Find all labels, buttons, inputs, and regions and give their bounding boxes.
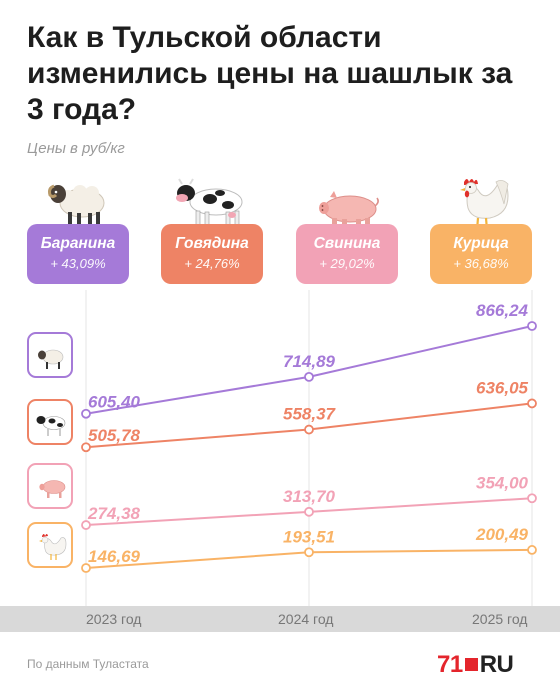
x-tick-label: 2024 год: [278, 611, 334, 627]
category-card-pork: Свинина + 29,02%: [296, 224, 398, 284]
logo-square-icon: [464, 658, 478, 671]
data-point: [81, 408, 91, 419]
data-point: [81, 520, 91, 530]
x-axis-band: [0, 606, 560, 632]
data-label: 146,69: [88, 547, 141, 566]
category-change: + 36,68%: [453, 256, 509, 271]
cow-icon: [176, 178, 243, 228]
data-point: [304, 372, 314, 382]
data-point: [81, 442, 91, 453]
data-point: [527, 545, 537, 555]
series-icon-badge: [27, 332, 73, 378]
page-title: Как в Тульской области изменились цены н…: [27, 21, 513, 126]
category-name: Свинина: [313, 235, 381, 252]
category-card-lamb: Баранина + 43,09%: [27, 224, 129, 284]
data-point: [527, 321, 537, 331]
pig-icon: [319, 191, 379, 228]
category-name: Баранина: [40, 235, 116, 252]
x-tick-label: 2025 год: [472, 611, 528, 627]
data-point: [81, 563, 91, 573]
category-name: Курица: [453, 235, 509, 252]
data-label: 605,40: [88, 393, 141, 412]
category-name: Говядина: [175, 235, 249, 252]
data-label: 866,24: [476, 301, 529, 320]
data-label: 354,00: [476, 473, 529, 492]
category-change: + 24,76%: [184, 256, 240, 271]
series-icon-badge: [27, 463, 73, 509]
price-line-chart: 605,40 714,89 866,24 505,78 558,37 636,05 274,…: [27, 290, 537, 606]
data-label: 274,38: [87, 504, 141, 523]
data-label: 193,51: [283, 527, 335, 546]
category-card-chicken: Курица + 36,68%: [430, 224, 532, 284]
data-point: [304, 424, 314, 435]
sheep-icon: [48, 184, 105, 226]
units-subtitle: Цены в руб/кг: [27, 140, 125, 157]
category-change: + 43,09%: [50, 256, 106, 271]
data-label: 505,78: [88, 426, 141, 445]
logo-number: 71: [437, 651, 463, 678]
series-icon-badge: [27, 522, 73, 568]
data-label: 200,49: [475, 525, 529, 544]
category-change: + 29,02%: [319, 256, 375, 271]
site-logo: 71 RU: [437, 651, 514, 679]
data-label: 714,89: [283, 352, 336, 371]
category-card-beef: Говядина + 24,76%: [161, 224, 263, 284]
data-point: [304, 547, 314, 558]
data-point: [304, 506, 314, 517]
data-label: 313,70: [283, 487, 336, 506]
data-point: [527, 398, 537, 409]
series-icon-badge: [27, 399, 73, 445]
data-label: 558,37: [283, 405, 337, 424]
x-tick-label: 2023 год: [86, 611, 142, 627]
data-label: 636,05: [476, 378, 529, 397]
data-point: [527, 493, 537, 504]
source-note: По данным Туластата: [27, 657, 149, 671]
logo-suffix: RU: [479, 651, 514, 678]
